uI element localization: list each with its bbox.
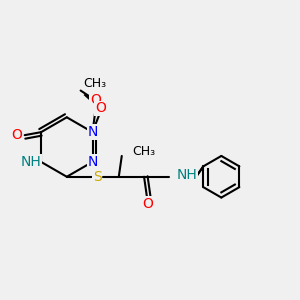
Text: NH: NH	[177, 168, 197, 182]
Text: O: O	[11, 128, 22, 142]
Text: S: S	[93, 170, 102, 184]
Text: O: O	[95, 101, 106, 116]
Text: N: N	[87, 155, 98, 169]
Text: NH: NH	[20, 155, 41, 169]
Text: O: O	[90, 93, 101, 107]
Text: N: N	[87, 125, 98, 139]
Text: CH₃: CH₃	[83, 76, 106, 90]
Text: O: O	[142, 197, 153, 211]
Text: CH₃: CH₃	[132, 145, 155, 158]
